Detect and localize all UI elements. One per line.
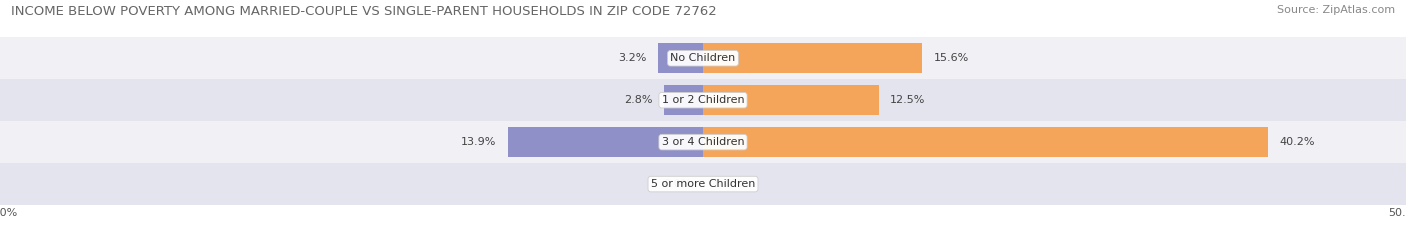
Text: 0.0%: 0.0%	[664, 179, 692, 189]
Text: Source: ZipAtlas.com: Source: ZipAtlas.com	[1277, 5, 1395, 15]
Text: 3.2%: 3.2%	[619, 53, 647, 63]
Bar	[0, 163, 1406, 205]
Text: No Children: No Children	[671, 53, 735, 63]
Text: 40.2%: 40.2%	[1279, 137, 1315, 147]
Text: INCOME BELOW POVERTY AMONG MARRIED-COUPLE VS SINGLE-PARENT HOUSEHOLDS IN ZIP COD: INCOME BELOW POVERTY AMONG MARRIED-COUPL…	[11, 5, 717, 18]
Bar	[703, 43, 922, 73]
Bar	[0, 37, 1406, 79]
Bar	[664, 85, 703, 115]
Bar	[0, 121, 1406, 163]
Bar	[508, 127, 703, 157]
Text: 3 or 4 Children: 3 or 4 Children	[662, 137, 744, 147]
Text: 15.6%: 15.6%	[934, 53, 969, 63]
Text: 13.9%: 13.9%	[461, 137, 496, 147]
Text: 12.5%: 12.5%	[890, 95, 925, 105]
Text: 1 or 2 Children: 1 or 2 Children	[662, 95, 744, 105]
Text: 5 or more Children: 5 or more Children	[651, 179, 755, 189]
Text: 2.8%: 2.8%	[624, 95, 652, 105]
Bar	[703, 85, 879, 115]
Bar	[703, 127, 1268, 157]
Text: 0.0%: 0.0%	[714, 179, 742, 189]
Bar	[0, 79, 1406, 121]
Bar	[658, 43, 703, 73]
